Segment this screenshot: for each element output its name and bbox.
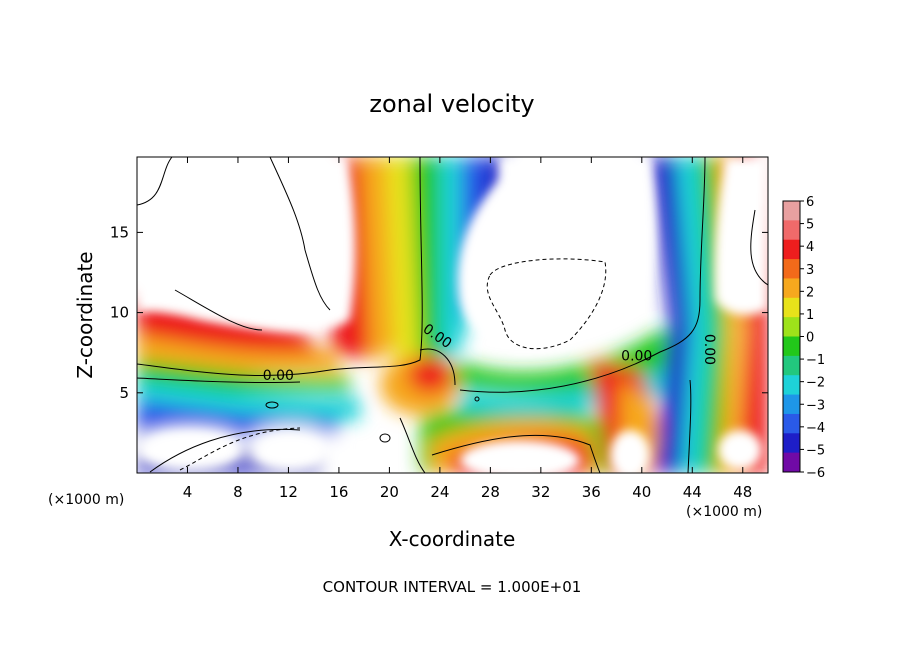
x-tick-label: 12 bbox=[279, 483, 298, 501]
colorbar-swatch bbox=[783, 394, 800, 415]
colorbar-tick-label: −3 bbox=[806, 398, 825, 413]
colorbar-tick-label: 6 bbox=[806, 195, 814, 210]
colorbar-tick-label: −6 bbox=[806, 466, 825, 481]
colorbar-tick-label: 1 bbox=[806, 308, 814, 323]
y-axis-ticks: 5 10 15 bbox=[110, 223, 768, 402]
chart-title: zonal velocity bbox=[369, 90, 534, 118]
x-tick-label: 8 bbox=[233, 483, 243, 501]
colorbar-swatch bbox=[783, 433, 800, 454]
colorbar-swatch bbox=[783, 259, 800, 279]
x-unit-label-left: (×1000 m) bbox=[48, 492, 124, 508]
x-tick-label: 32 bbox=[531, 483, 550, 501]
colorbar-tick-label: 2 bbox=[806, 285, 814, 300]
x-tick-label: 20 bbox=[380, 483, 399, 501]
x-tick-label: 40 bbox=[632, 483, 651, 501]
contour-interval-note: CONTOUR INTERVAL = 1.000E+01 bbox=[323, 578, 582, 596]
colorbar-tick-label: −4 bbox=[806, 421, 825, 436]
colorbar-tick-label: 3 bbox=[806, 263, 814, 278]
x-tick-label: 48 bbox=[733, 483, 752, 501]
colorbar-swatch bbox=[783, 239, 800, 260]
colorbar-swatch bbox=[783, 375, 800, 396]
x-axis-ticks: 4 8 12 16 20 24 28 32 36 40 44 48 bbox=[183, 157, 752, 501]
x-tick-label: 36 bbox=[582, 483, 601, 501]
colorbar-tick-label: −1 bbox=[806, 353, 825, 368]
x-tick-label: 44 bbox=[683, 483, 702, 501]
y-tick-label: 10 bbox=[110, 304, 129, 322]
colorbar-swatch bbox=[783, 317, 800, 337]
colorbar-swatch bbox=[783, 297, 800, 318]
x-unit-label-right: (×1000 m) bbox=[686, 504, 762, 520]
colorbar-tick-label: 5 bbox=[806, 218, 814, 233]
colorbar-tick-label: −5 bbox=[806, 443, 825, 458]
x-tick-label: 28 bbox=[481, 483, 500, 501]
contour-label: 0.00 bbox=[263, 368, 294, 384]
y-tick-label: 15 bbox=[110, 223, 129, 241]
colorbar-swatch bbox=[783, 278, 800, 299]
colorbar-swatch bbox=[783, 220, 800, 241]
plot-frame bbox=[136, 156, 769, 474]
colorbar: 6 5 4 3 2 1 0 −1 −2 −3 −4 −5 −6 bbox=[782, 195, 825, 481]
x-tick-label: 24 bbox=[430, 483, 449, 501]
x-axis-label: X-coordinate bbox=[389, 527, 516, 551]
colorbar-tick-label: 4 bbox=[806, 240, 814, 255]
colorbar-swatch bbox=[783, 201, 800, 221]
contour-label: 0.00 bbox=[621, 349, 652, 365]
x-tick-label: 16 bbox=[329, 483, 348, 501]
colorbar-swatch bbox=[783, 413, 800, 434]
x-tick-label: 4 bbox=[183, 483, 193, 501]
contour-label: 0.00 bbox=[701, 334, 717, 365]
colorbar-swatch bbox=[783, 355, 800, 376]
colorbar-swatch bbox=[783, 336, 800, 357]
colorbar-tick-label: −2 bbox=[806, 376, 825, 391]
y-axis-label: Z-coordinate bbox=[73, 251, 97, 378]
colorbar-tick-label: 0 bbox=[806, 331, 814, 346]
colorbar-swatch bbox=[783, 452, 800, 473]
velocity-field bbox=[137, 157, 768, 473]
y-tick-label: 5 bbox=[119, 384, 129, 402]
